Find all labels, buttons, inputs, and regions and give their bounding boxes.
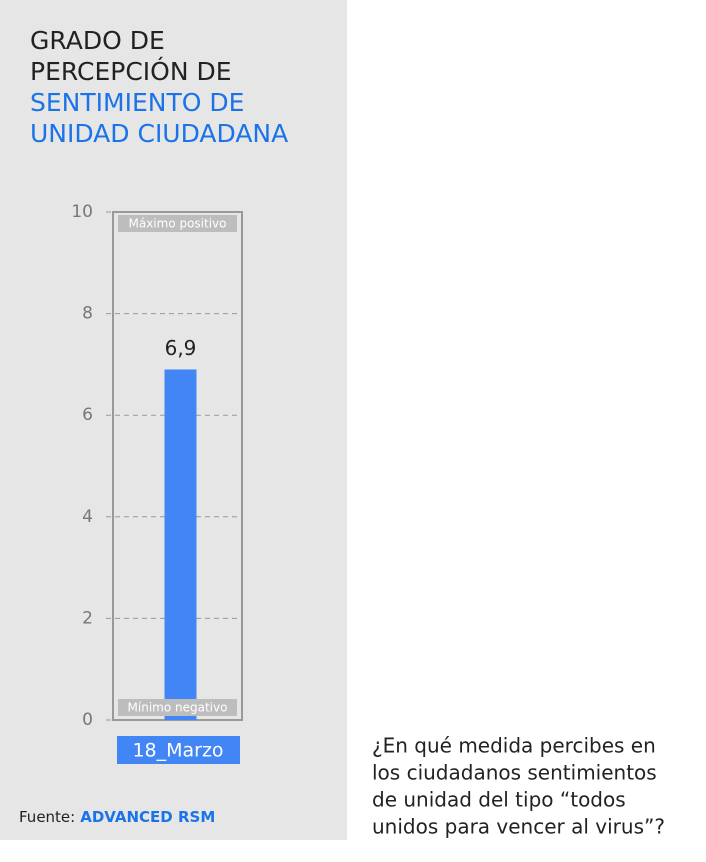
chart-title: PERCEPCIÓN DE bbox=[30, 56, 232, 86]
annotation-bg bbox=[118, 699, 237, 716]
source-name: ADVANCED RSM bbox=[80, 808, 215, 826]
annotation: Máximo positivo bbox=[128, 217, 226, 231]
question: unidos para vencer al virus”? bbox=[372, 815, 665, 839]
bar bbox=[164, 369, 197, 720]
y-tick-label: 8 bbox=[82, 304, 93, 324]
x-tick-label: 18_Marzo bbox=[132, 740, 223, 762]
source-label: Fuente: bbox=[19, 808, 75, 826]
y-tick-label: 10 bbox=[71, 202, 93, 222]
y-tick-label: 0 bbox=[82, 710, 93, 730]
annotation-bg bbox=[118, 215, 237, 232]
question: los ciudadanos sentimientos bbox=[372, 761, 657, 785]
value-label: 6,9 bbox=[165, 336, 197, 360]
chart-title-highlight: SENTIMIENTO DE bbox=[30, 88, 244, 117]
question: ¿En qué medida percibes en bbox=[372, 734, 656, 758]
annotation: Mínimo negativo bbox=[128, 701, 228, 715]
chart-title-highlight: UNIDAD CIUDADANA bbox=[30, 119, 288, 148]
question: de unidad del tipo “todos bbox=[372, 788, 626, 812]
y-tick-label: 2 bbox=[82, 608, 93, 628]
source: Fuente: ADVANCED RSM bbox=[19, 808, 215, 826]
y-tick-label: 6 bbox=[82, 405, 93, 425]
chart-title: GRADO DE bbox=[30, 26, 165, 55]
y-tick-label: 4 bbox=[82, 507, 93, 527]
category-box bbox=[117, 736, 240, 764]
